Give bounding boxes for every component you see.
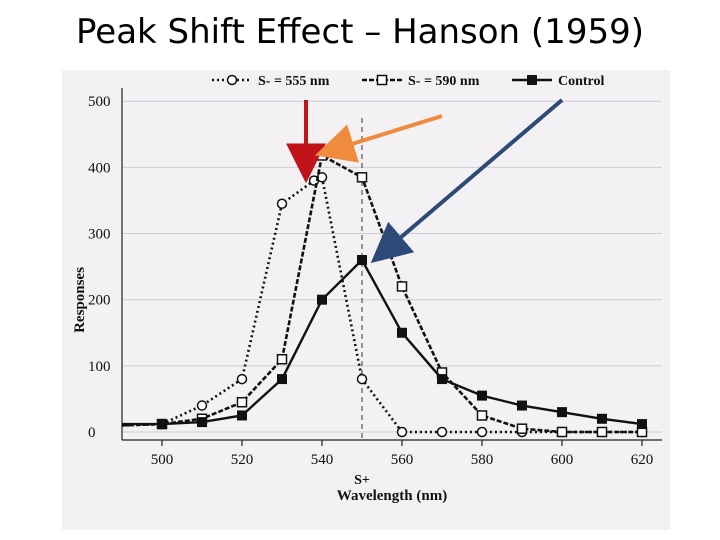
arrow-orange xyxy=(314,114,443,163)
y-axis-label: Responses xyxy=(72,267,88,333)
series-line xyxy=(122,258,643,426)
data-point xyxy=(436,426,448,438)
series-1 xyxy=(121,150,648,438)
legend-label: S- = 555 nm xyxy=(258,74,330,89)
data-point xyxy=(317,294,327,305)
data-point xyxy=(517,400,527,411)
y-tick-label: 400 xyxy=(88,160,111,176)
y-tick-label: 100 xyxy=(88,359,111,375)
data-point xyxy=(276,353,288,365)
data-point xyxy=(477,390,487,401)
data-point xyxy=(276,198,288,210)
splus-label: S+ xyxy=(354,473,370,488)
legend-marker xyxy=(226,74,238,86)
legend-label: Control xyxy=(558,74,605,89)
data-point xyxy=(157,419,167,430)
data-point xyxy=(476,426,488,438)
slide-title: Peak Shift Effect – Hanson (1959) xyxy=(76,12,644,52)
data-point xyxy=(557,407,567,418)
y-tick-label: 200 xyxy=(88,293,111,309)
series-group xyxy=(121,150,648,438)
data-point xyxy=(396,426,408,438)
data-point xyxy=(277,374,287,385)
data-point xyxy=(357,255,367,265)
x-tick-label: 600 xyxy=(551,452,574,468)
y-tick-label: 300 xyxy=(88,227,111,243)
line-chart: 0 100 200 300 400 500 500 520 540 560 580 600 620 Wav… xyxy=(72,74,662,504)
data-point xyxy=(596,426,608,438)
data-point xyxy=(236,396,248,408)
x-tick-label: 580 xyxy=(471,452,494,468)
data-point xyxy=(556,426,568,438)
x-tick-label: 620 xyxy=(631,452,654,468)
axes: 0 100 200 300 400 500 500 520 540 560 580 600 620 Wav… xyxy=(72,88,662,504)
grid-lines xyxy=(122,100,662,433)
data-point xyxy=(476,410,488,421)
y-tick-label: 500 xyxy=(88,94,111,110)
data-point xyxy=(597,413,607,424)
x-axis-label: Wavelength (nm) xyxy=(337,488,447,504)
arrow-navy xyxy=(370,98,564,263)
data-point xyxy=(197,417,207,428)
series-2 xyxy=(122,255,647,430)
annotation-arrows xyxy=(286,98,564,263)
data-point xyxy=(396,281,408,292)
x-tick-label: 560 xyxy=(391,452,414,468)
data-point xyxy=(316,150,328,161)
chart-figure: 0 100 200 300 400 500 500 520 540 560 580 600 620 Wav… xyxy=(62,70,670,530)
x-tick-label: 540 xyxy=(311,452,334,468)
y-tick-label: 0 xyxy=(88,425,96,441)
legend-label: S- = 590 nm xyxy=(408,74,480,89)
legend-marker xyxy=(376,74,388,86)
data-point xyxy=(196,400,208,411)
legend: S- = 555 nm S- = 590 nm Control xyxy=(212,74,605,89)
data-point xyxy=(397,327,407,338)
data-point xyxy=(236,373,248,385)
data-point xyxy=(637,419,647,430)
series-line xyxy=(121,175,642,434)
data-point xyxy=(437,374,447,385)
series-line xyxy=(121,153,642,434)
data-point xyxy=(356,373,368,385)
series-0 xyxy=(121,172,648,438)
x-tick-label: 520 xyxy=(231,452,254,468)
data-point xyxy=(237,410,247,421)
legend-marker xyxy=(527,75,537,85)
data-point xyxy=(516,423,528,434)
x-tick-label: 500 xyxy=(151,452,174,468)
data-point xyxy=(356,172,368,183)
